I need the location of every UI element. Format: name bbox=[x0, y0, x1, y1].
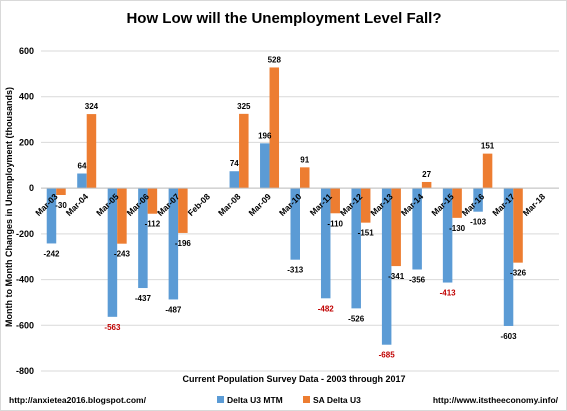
y-axis-label: Month to Month Changes in Unemployment (… bbox=[4, 87, 14, 327]
bar-delta-u3-mtm bbox=[138, 188, 148, 289]
value-label: 74 bbox=[230, 159, 239, 168]
legend-label-sa-delta-u3: SA Delta U3 bbox=[313, 395, 361, 405]
bar-delta-u3-mtm bbox=[412, 188, 422, 270]
footer-right-url: http://www.itstheeconomy.info/ bbox=[433, 395, 559, 405]
bar-delta-u3-mtm bbox=[290, 188, 300, 260]
bar-sa-delta-u3 bbox=[269, 67, 280, 189]
legend-label-delta-u3-mtm: Delta U3 MTM bbox=[227, 395, 283, 405]
bar-delta-u3-mtm bbox=[168, 188, 179, 300]
bar-sa-delta-u3 bbox=[86, 114, 97, 189]
value-label: 324 bbox=[85, 102, 99, 111]
value-label: -341 bbox=[388, 272, 405, 281]
value-label: -356 bbox=[409, 276, 426, 285]
x-tick-label: Feb-08 bbox=[186, 191, 213, 218]
value-label: -603 bbox=[501, 332, 518, 341]
legend-swatch-delta-u3-mtm bbox=[217, 396, 224, 403]
value-labels: -242 -30 64 324 -563 -243 -437 -112 -487 -196 74 32… bbox=[43, 55, 526, 359]
legend: Delta U3 MTM SA Delta U3 bbox=[217, 395, 361, 405]
chart-title: How Low will the Unemployment Level Fall… bbox=[126, 10, 441, 27]
value-label: -103 bbox=[470, 218, 487, 227]
value-label: 151 bbox=[481, 142, 495, 151]
value-label: 528 bbox=[268, 55, 282, 64]
value-label: -482 bbox=[318, 304, 335, 313]
bar-sa-delta-u3 bbox=[300, 167, 310, 189]
value-label: -30 bbox=[55, 201, 67, 210]
value-label: -112 bbox=[145, 220, 161, 229]
legend-swatch-sa-delta-u3 bbox=[303, 396, 310, 403]
y-tick-label: -600 bbox=[16, 320, 34, 330]
value-label: -413 bbox=[440, 289, 457, 298]
y-tick-label: -400 bbox=[16, 275, 34, 285]
bar-sa-delta-u3 bbox=[421, 181, 432, 189]
bar-sa-delta-u3 bbox=[513, 188, 523, 263]
value-label: 91 bbox=[300, 155, 309, 164]
y-axis-ticks: -800 -600 -400 -200 0 200 400 600 bbox=[16, 46, 34, 376]
footer-left-url: http://anxietea2016.blogspot.com/ bbox=[9, 395, 147, 405]
bar-sa-delta-u3 bbox=[117, 188, 127, 244]
value-label: -243 bbox=[114, 250, 131, 259]
y-tick-label: 400 bbox=[19, 92, 34, 102]
y-tick-label: 0 bbox=[29, 183, 34, 193]
x-tick-label: Mar-18 bbox=[521, 191, 548, 218]
bar-delta-u3-mtm bbox=[77, 173, 87, 189]
x-axis-label: Current Population Survey Data - 2003 th… bbox=[182, 374, 405, 384]
bars bbox=[46, 67, 523, 345]
value-label: -110 bbox=[327, 219, 343, 228]
bar-delta-u3-mtm bbox=[351, 188, 361, 309]
bar-sa-delta-u3 bbox=[239, 113, 249, 189]
value-label: -563 bbox=[104, 323, 121, 332]
value-label: 325 bbox=[237, 102, 251, 111]
bar-sa-delta-u3 bbox=[178, 188, 188, 233]
bar-delta-u3-mtm bbox=[107, 188, 118, 317]
bar-delta-u3-mtm bbox=[381, 188, 392, 345]
y-tick-label: 600 bbox=[19, 46, 34, 56]
x-tick-label: Mar-04 bbox=[64, 191, 91, 218]
x-tick-label: Mar-08 bbox=[216, 191, 243, 218]
value-label: 196 bbox=[258, 131, 272, 140]
value-label: -326 bbox=[510, 269, 527, 278]
bar-sa-delta-u3 bbox=[482, 153, 493, 189]
value-label: -487 bbox=[165, 305, 182, 314]
value-label: -685 bbox=[379, 351, 396, 360]
bar-delta-u3-mtm bbox=[442, 188, 453, 283]
value-label: -130 bbox=[449, 224, 466, 233]
bar-delta-u3-mtm bbox=[503, 188, 514, 326]
value-label: -196 bbox=[175, 239, 192, 248]
bar-sa-delta-u3 bbox=[391, 188, 401, 267]
bar-sa-delta-u3 bbox=[56, 188, 66, 195]
value-label: -526 bbox=[348, 314, 365, 323]
bar-delta-u3-mtm bbox=[260, 143, 270, 189]
y-tick-label: 200 bbox=[19, 137, 34, 147]
bar-sa-delta-u3 bbox=[330, 188, 340, 214]
value-label: 64 bbox=[78, 162, 87, 171]
y-tick-label: -800 bbox=[16, 366, 34, 376]
bar-sa-delta-u3 bbox=[452, 188, 462, 218]
bar-sa-delta-u3 bbox=[147, 188, 158, 214]
bar-delta-u3-mtm bbox=[229, 171, 240, 189]
bar-delta-u3-mtm bbox=[473, 188, 483, 212]
value-label: 27 bbox=[422, 170, 431, 179]
value-label: -242 bbox=[43, 249, 60, 258]
bar-delta-u3-mtm bbox=[46, 188, 57, 244]
value-label: -313 bbox=[287, 266, 304, 275]
x-tick-label: Mar-09 bbox=[246, 191, 273, 218]
value-label: -437 bbox=[135, 294, 152, 303]
value-label: -151 bbox=[358, 229, 375, 238]
y-tick-label: -200 bbox=[16, 229, 34, 239]
bar-sa-delta-u3 bbox=[360, 188, 371, 223]
bar-delta-u3-mtm bbox=[320, 188, 331, 299]
